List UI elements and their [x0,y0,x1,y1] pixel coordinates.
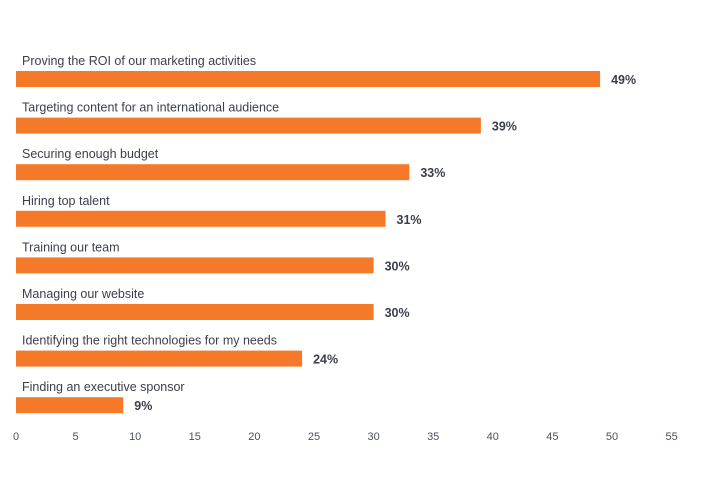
bar [16,164,410,181]
bar [16,304,374,320]
data-label: 31% [397,213,422,227]
data-label: 39% [492,120,517,134]
bar [16,397,124,414]
x-tick-label: 35 [427,431,439,443]
bar [16,117,481,134]
category-label: Proving the ROI of our marketing activit… [22,54,256,68]
bar [16,210,386,227]
category-label: Hiring top talent [22,194,110,208]
x-tick-label: 50 [606,431,618,443]
bar [16,350,303,367]
category-label: Training our team [22,240,120,254]
data-label: 30% [385,306,410,320]
x-tick-label: 25 [308,431,320,443]
data-label: 33% [420,166,445,180]
x-tick-label: 10 [129,431,141,443]
category-label: Identifying the right technologies for m… [22,334,277,348]
data-label: 9% [134,399,152,413]
x-tick-label: 40 [487,431,499,443]
category-label: Securing enough budget [22,147,159,161]
x-tick-label: 45 [546,431,558,443]
category-label: Targeting content for an international a… [22,101,279,115]
category-label: Finding an executive sponsor [22,380,185,394]
data-label: 49% [611,73,636,87]
x-tick-label: 5 [73,431,79,443]
x-tick-label: 55 [665,431,677,443]
bar [16,257,374,274]
x-tick-label: 30 [367,431,379,443]
x-tick-label: 0 [13,431,19,443]
category-label: Managing our website [22,287,144,301]
x-tick-label: 20 [248,431,260,443]
bar [16,71,601,87]
data-label: 30% [385,259,410,273]
x-tick-label: 15 [189,431,201,443]
data-label: 24% [313,353,338,367]
